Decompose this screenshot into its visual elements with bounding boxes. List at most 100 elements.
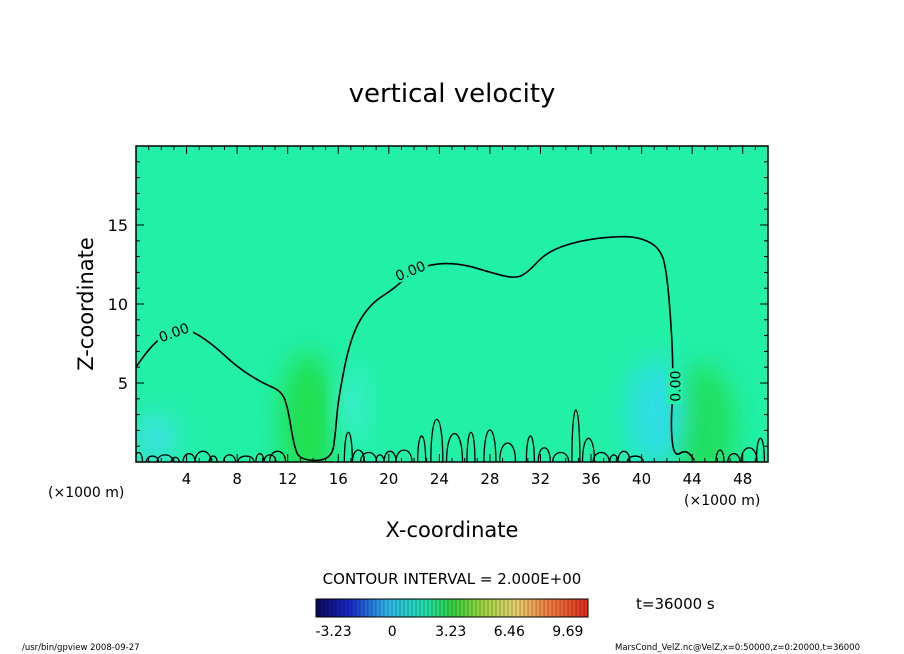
colorbar-swatch	[372, 599, 376, 617]
colorbar-swatch	[424, 599, 428, 617]
colorbar-swatch	[472, 599, 476, 617]
colorbar-swatch	[536, 599, 540, 617]
colorbar-swatch	[544, 599, 548, 617]
colorbar-swatch	[328, 599, 332, 617]
plot-area: 0.000.000.00	[136, 146, 768, 462]
colorbar-tick-label: -3.23	[315, 624, 351, 640]
colorbar-swatch	[528, 599, 532, 617]
x-tick-label: 40	[632, 470, 651, 488]
velocity-field	[136, 351, 736, 462]
surface-contour-loop	[537, 447, 551, 462]
colorbar-swatch	[404, 599, 408, 617]
colorbar-swatch	[428, 599, 432, 617]
colorbar-swatch	[484, 599, 488, 617]
y-tick-label: 15	[108, 216, 128, 235]
colorbar-swatch	[556, 599, 560, 617]
surface-contours	[136, 409, 766, 462]
colorbar-swatch	[380, 599, 384, 617]
surface-contour-loop	[617, 450, 631, 462]
x-unit-left: (×1000 m)	[48, 485, 124, 501]
colorbar-swatch	[468, 599, 472, 617]
colorbar-swatch	[548, 599, 552, 617]
surface-contour-loop	[571, 409, 581, 462]
colorbar-swatch	[580, 599, 584, 617]
colorbar-swatch	[460, 599, 464, 617]
colorbar-swatch	[532, 599, 536, 617]
y-tick-label: 5	[118, 374, 128, 393]
contour-labels: 0.000.000.00	[153, 255, 685, 405]
colorbar-swatch	[384, 599, 388, 617]
surface-contour-loop	[343, 431, 354, 462]
colorbar-swatch	[368, 599, 372, 617]
field-updraft-1	[669, 364, 736, 462]
colorbar-swatch	[568, 599, 572, 617]
colorbar-swatch	[316, 599, 320, 617]
colorbar-swatch	[440, 599, 444, 617]
colorbar	[315, 599, 588, 617]
colorbar-swatch	[324, 599, 328, 617]
x-tick-label: 4	[182, 470, 192, 488]
colorbar-swatch	[576, 599, 580, 617]
colorbar-swatch	[420, 599, 424, 617]
surface-contour-loop	[194, 450, 212, 462]
colorbar-swatch	[492, 599, 496, 617]
surface-contour-loop	[222, 454, 237, 462]
surface-contour-loop	[237, 455, 255, 462]
colorbar-swatch	[344, 599, 348, 617]
colorbar-swatch	[448, 599, 452, 617]
time-label: t=36000 s	[636, 595, 715, 613]
colorbar-swatch	[436, 599, 440, 617]
colorbar-swatch	[432, 599, 436, 617]
colorbar-swatch	[396, 599, 400, 617]
colorbar-swatch	[456, 599, 460, 617]
colorbar-swatch	[408, 599, 412, 617]
colorbar-swatch	[340, 599, 344, 617]
surface-contour-loop	[136, 451, 144, 462]
y-tick-label: 10	[108, 295, 128, 314]
colorbar-swatch	[320, 599, 324, 617]
colorbar-swatch	[516, 599, 520, 617]
surface-contour-loop	[581, 437, 596, 462]
surface-contour-loop	[156, 454, 174, 462]
surface-contour-loop	[351, 449, 366, 462]
surface-contour-loop	[755, 437, 766, 462]
colorbar-swatch	[504, 599, 508, 617]
surface-contour-loop	[483, 429, 497, 462]
surface-contour-loop	[263, 454, 277, 462]
surface-contour-loop	[715, 449, 725, 462]
colorbar-swatch	[564, 599, 568, 617]
colorbar-swatch	[464, 599, 468, 617]
colorbar-tick-label: 6.46	[494, 624, 525, 640]
footer-left: /usr/bin/gpview 2008-09-27	[22, 643, 140, 653]
surface-contour-loop	[208, 455, 218, 462]
colorbar-tick-label: 0	[388, 624, 397, 640]
field-downdraft-3	[136, 414, 176, 462]
colorbar-swatch	[488, 599, 492, 617]
colorbar-swatch	[508, 599, 512, 617]
contour-label-bg	[153, 317, 194, 346]
contour-label: 0.00	[669, 371, 685, 402]
surface-contour-loop	[395, 449, 413, 462]
x-tick-label: 16	[329, 470, 348, 488]
colorbar-swatch	[360, 599, 364, 617]
surface-contour-loop	[430, 418, 444, 462]
x-tick-label: 44	[683, 470, 702, 488]
x-tick-label: 36	[581, 470, 600, 488]
colorbar-swatch	[496, 599, 500, 617]
surface-contour-loop	[445, 432, 464, 462]
colorbar-swatch	[416, 599, 420, 617]
colorbar-swatch	[584, 599, 588, 617]
x-tick-label: 12	[278, 470, 297, 488]
colorbar-swatch	[444, 599, 448, 617]
surface-contour-loop	[145, 455, 160, 462]
contour-label-bg	[666, 368, 683, 405]
contour-label-bg	[390, 255, 430, 285]
colorbar-swatch	[540, 599, 544, 617]
surface-contour-loop	[417, 435, 427, 462]
colorbar-swatch	[552, 599, 556, 617]
x-tick-label: 24	[430, 470, 449, 488]
colorbar-swatch	[348, 599, 352, 617]
colorbar-swatch	[352, 599, 356, 617]
surface-contour-loop	[498, 442, 517, 462]
